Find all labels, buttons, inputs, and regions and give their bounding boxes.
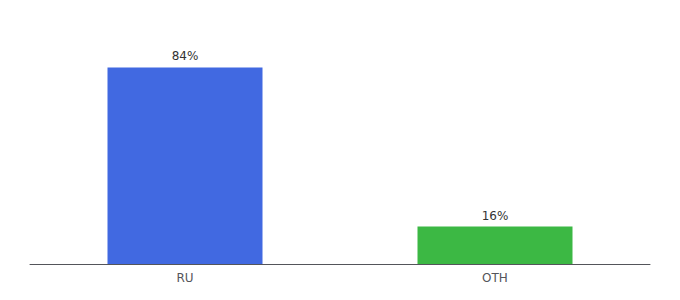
svg-text:RU: RU (176, 271, 193, 285)
svg-text:16%: 16% (482, 209, 509, 223)
svg-text:OTH: OTH (482, 271, 508, 285)
svg-text:84%: 84% (172, 49, 199, 63)
